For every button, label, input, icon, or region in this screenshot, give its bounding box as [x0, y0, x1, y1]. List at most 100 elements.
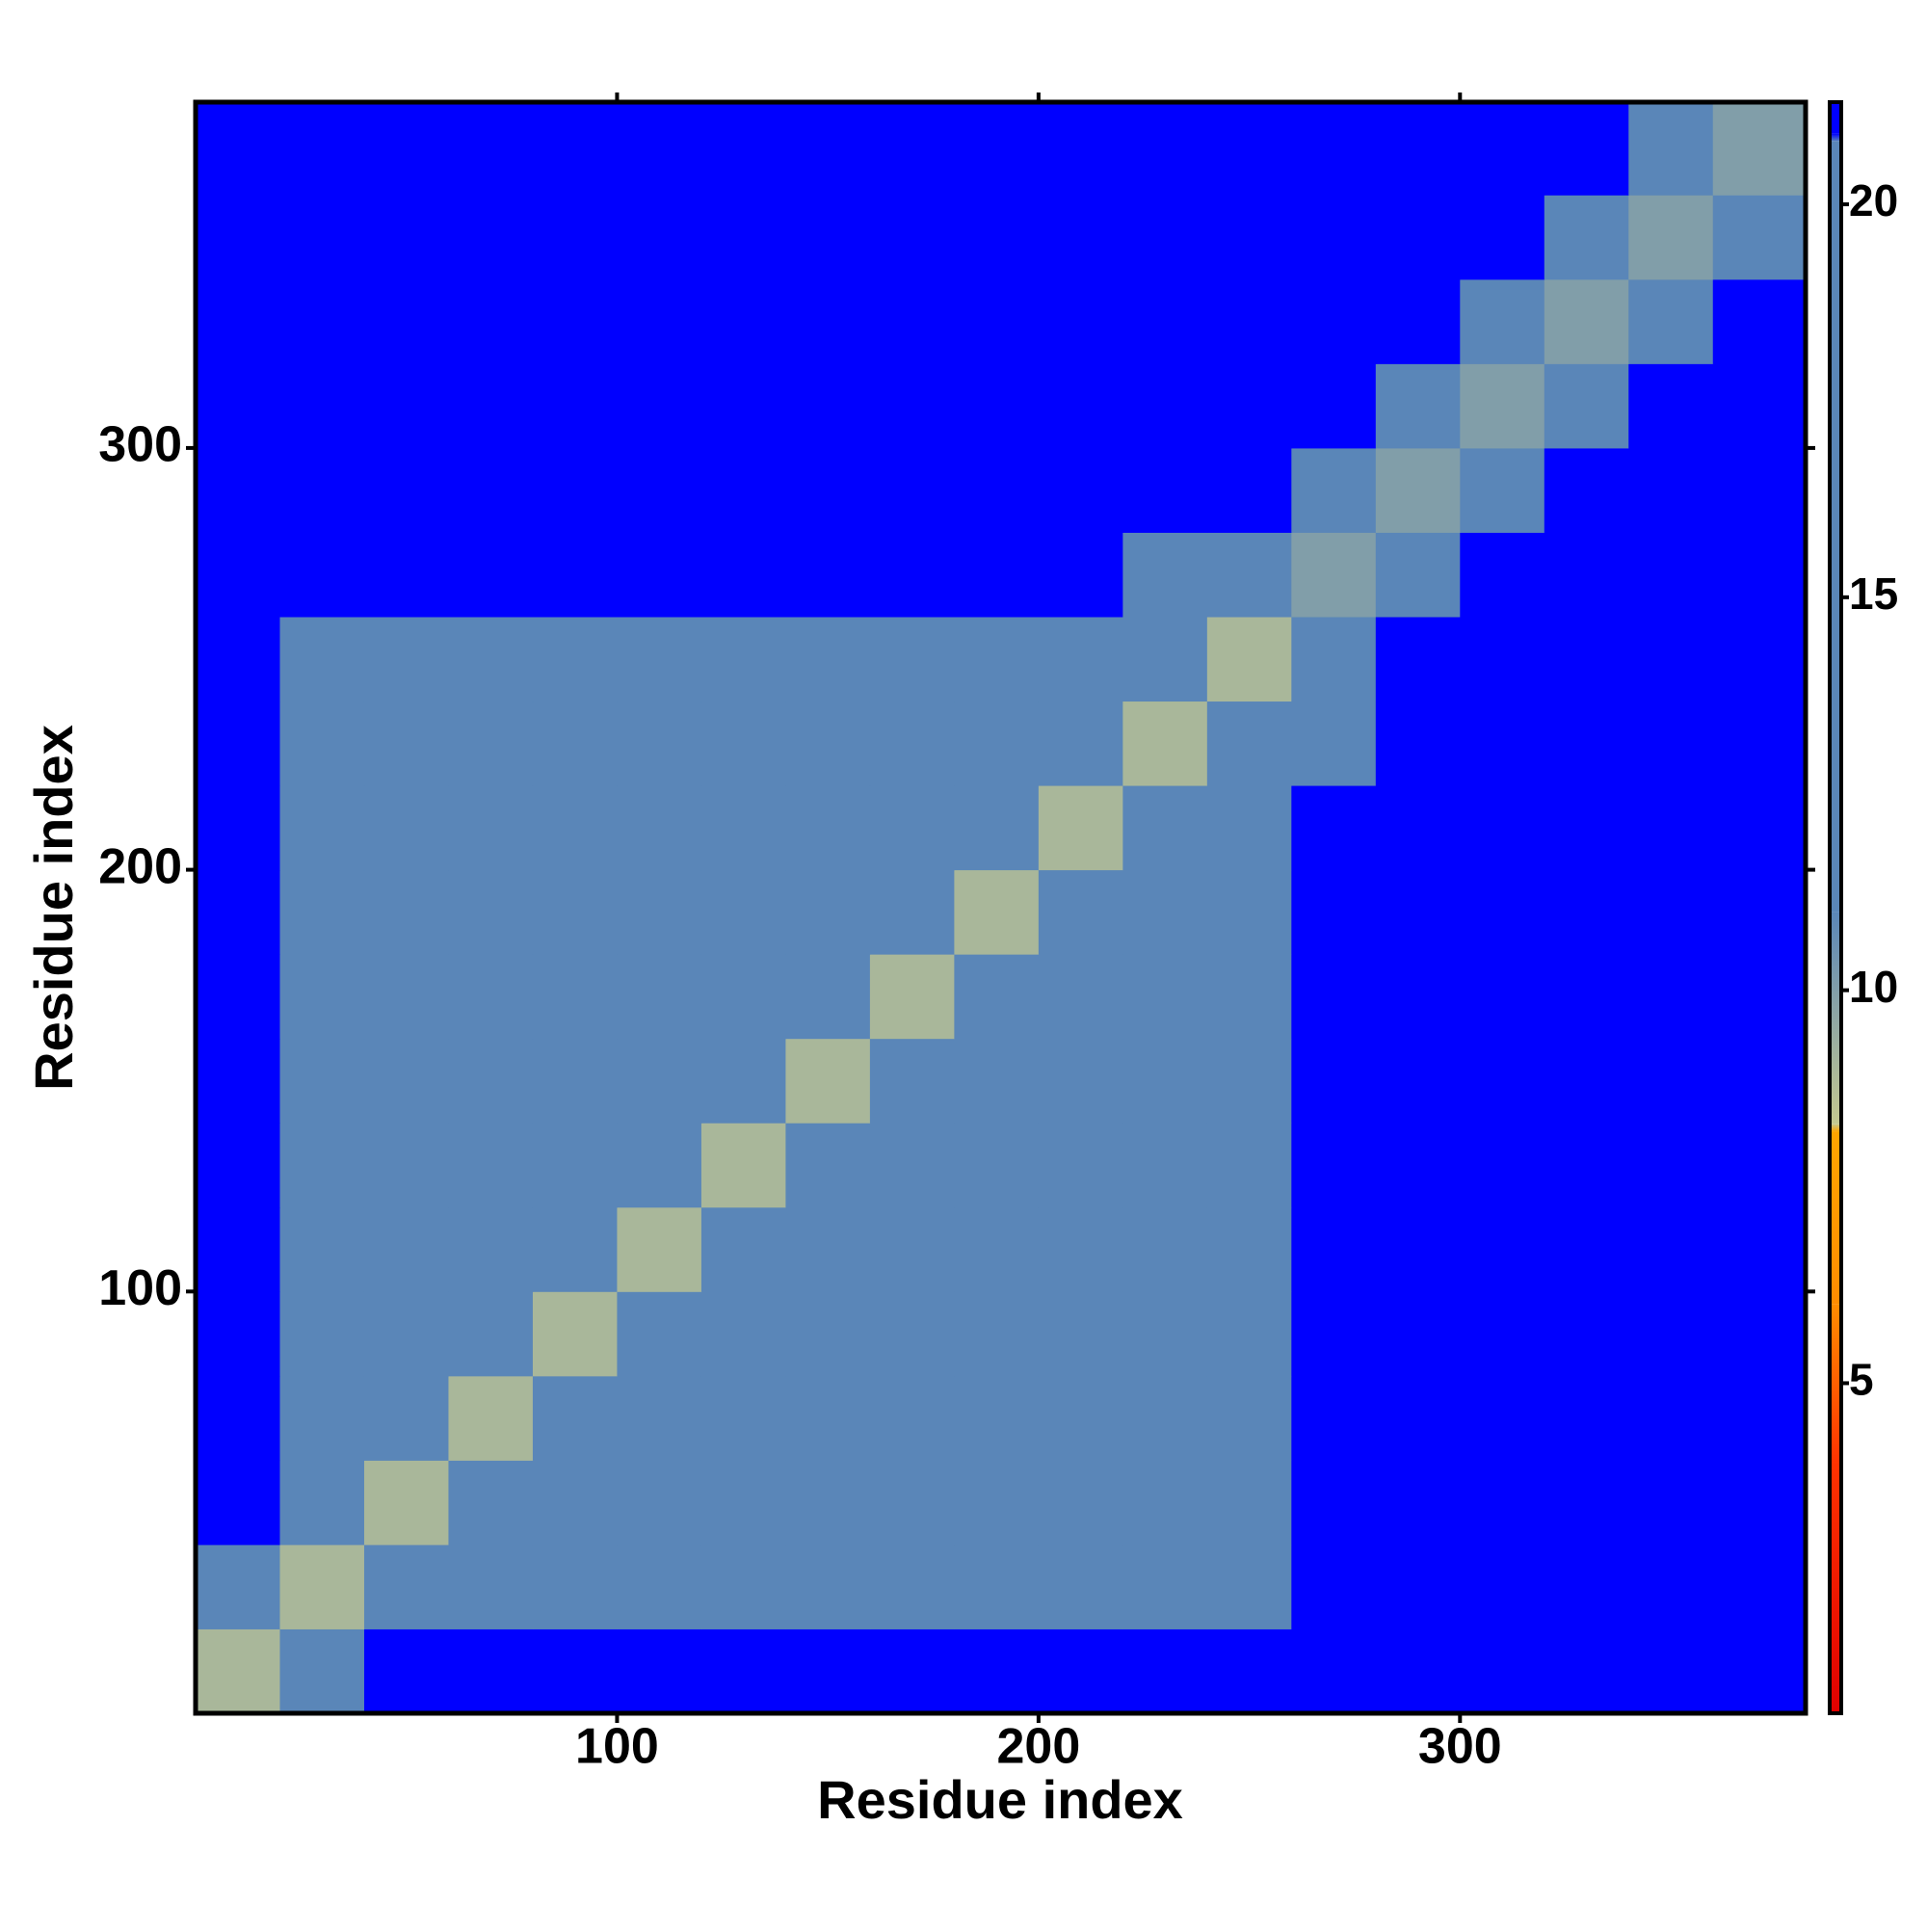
heatmap-cell [1628, 701, 1714, 786]
heatmap-cell [279, 616, 365, 702]
heatmap-cell [1122, 1123, 1208, 1208]
heatmap-cell [869, 1544, 955, 1629]
heatmap-cell [1122, 1628, 1208, 1714]
heatmap-cell [1038, 1375, 1123, 1461]
heatmap-cell [363, 447, 449, 533]
heatmap-cell [1544, 701, 1629, 786]
heatmap-cell [1628, 1628, 1714, 1714]
heatmap-cell [869, 954, 955, 1040]
heatmap-cell [1122, 1291, 1208, 1377]
heatmap-cell [1712, 869, 1807, 955]
heatmap-cell [700, 102, 786, 196]
heatmap-cell [1544, 1544, 1629, 1629]
heatmap-cell [1375, 278, 1461, 364]
plot-frame [193, 99, 1808, 1716]
heatmap-cell [532, 532, 618, 618]
heatmap-cell [617, 1206, 702, 1292]
colorbar-segment [1830, 133, 1841, 142]
heatmap-cell [954, 1544, 1040, 1629]
heatmap-cell [1712, 102, 1807, 196]
heatmap-cell [1122, 616, 1208, 702]
heatmap-cell [700, 701, 786, 786]
heatmap-cell [869, 1291, 955, 1377]
heatmap-cell [785, 616, 871, 702]
heatmap-cell [279, 1291, 365, 1377]
heatmap-cell [617, 447, 702, 533]
heatmap-cell [196, 102, 280, 196]
heatmap-cell [532, 1123, 618, 1208]
heatmap-cell [1291, 532, 1377, 618]
heatmap-cell [700, 1291, 786, 1377]
heatmap-cell [1375, 1544, 1461, 1629]
y-tick-label: 300 [98, 417, 182, 473]
heatmap-cell [617, 1123, 702, 1208]
heatmap-cell [363, 1460, 449, 1546]
heatmap-cell [1291, 869, 1377, 955]
heatmap-cell [700, 785, 786, 871]
heatmap-cell [954, 1628, 1040, 1714]
heatmap-cell [1712, 195, 1807, 280]
heatmap-cell [1460, 195, 1545, 280]
heatmap-cell [1628, 616, 1714, 702]
heatmap-cell [448, 616, 534, 702]
heatmap-cell [785, 278, 871, 364]
heatmap-cell [279, 701, 365, 786]
heatmap-cell [532, 363, 618, 449]
heatmap-cell [1038, 447, 1123, 533]
heatmap-cell [1375, 1038, 1461, 1124]
heatmap-cell [196, 785, 280, 871]
heatmap-cell [1460, 869, 1545, 955]
heatmap-cell [1375, 447, 1461, 533]
heatmap-cell [1460, 785, 1545, 871]
heatmap-cell [700, 1206, 786, 1292]
heatmap-cell [1291, 102, 1377, 196]
heatmap-cell [1122, 532, 1208, 618]
heatmap-cell [954, 363, 1040, 449]
heatmap-cell [954, 1038, 1040, 1124]
heatmap-cell [1291, 785, 1377, 871]
heatmap-cell [532, 701, 618, 786]
heatmap-cell [363, 1038, 449, 1124]
heatmap-cell [1628, 1206, 1714, 1292]
heatmap-cell [1544, 1460, 1629, 1546]
heatmap-cell [869, 701, 955, 786]
heatmap-cell [448, 363, 534, 449]
heatmap-cell [1291, 195, 1377, 280]
heatmap-cell [869, 869, 955, 955]
heatmap-cell [954, 447, 1040, 533]
heatmap-cell [448, 278, 534, 364]
heatmap-cell [1460, 1123, 1545, 1208]
heatmap-cell [279, 363, 365, 449]
heatmap-cell [1206, 1123, 1292, 1208]
heatmap-cell [279, 954, 365, 1040]
heatmap-cell [448, 195, 534, 280]
heatmap-cell [617, 102, 702, 196]
heatmap-cell [785, 195, 871, 280]
heatmap-cell [1375, 1123, 1461, 1208]
heatmap-cell [1544, 1206, 1629, 1292]
heatmap-cell [532, 1544, 618, 1629]
heatmap-cell [1038, 1544, 1123, 1629]
heatmap-cell [1712, 954, 1807, 1040]
heatmap-cell [954, 278, 1040, 364]
heatmap-cell [785, 1291, 871, 1377]
heatmap-cell [1206, 785, 1292, 871]
heatmap-cell [954, 1291, 1040, 1377]
heatmap-cell [196, 1038, 280, 1124]
heatmap-cell [1712, 1460, 1807, 1546]
heatmap-cell [1122, 785, 1208, 871]
heatmap-cell [1712, 616, 1807, 702]
heatmap-cell [700, 278, 786, 364]
heatmap-cell [448, 954, 534, 1040]
heatmap-cell [532, 278, 618, 364]
heatmap-cell [1038, 785, 1123, 871]
heatmap-cell [869, 532, 955, 618]
heatmap-cell [617, 616, 702, 702]
colorbar-frame [1828, 100, 1843, 1715]
heatmap-cell [448, 102, 534, 196]
heatmap-cell [1038, 278, 1123, 364]
heatmap-cell [1460, 1544, 1545, 1629]
heatmap-cell [1460, 1291, 1545, 1377]
heatmap-cell [869, 102, 955, 196]
